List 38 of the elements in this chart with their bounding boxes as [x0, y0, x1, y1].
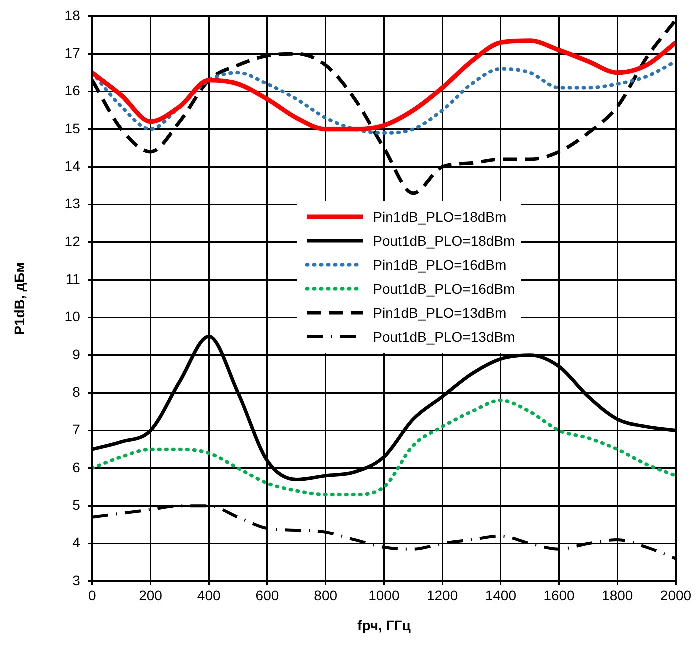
y-tick-label: 3 — [72, 572, 81, 588]
y-tick-label: 15 — [64, 120, 81, 136]
y-tick-label: 9 — [72, 346, 81, 362]
y-tick-label: 10 — [64, 308, 81, 325]
legend-label: Pout1dB_PLO=13dBm — [373, 328, 516, 345]
y-tick-label: 14 — [64, 158, 81, 174]
x-tick-label: 200 — [139, 588, 163, 604]
y-tick-label: 13 — [64, 196, 81, 212]
x-tick-label: 1600 — [544, 588, 576, 604]
x-tick-label: 1400 — [485, 588, 517, 604]
x-tick-label: 1000 — [368, 588, 400, 604]
x-axis-title: fрч, ГГц — [358, 617, 412, 634]
y-tick-label: 17 — [64, 44, 81, 61]
y-tick-label: 7 — [72, 422, 81, 438]
x-tick-label: 0 — [88, 588, 96, 604]
y-tick-label: 16 — [64, 82, 81, 99]
y-tick-label: 5 — [72, 496, 81, 513]
x-tick-label: 1800 — [602, 588, 634, 604]
y-axis-title: P1dB, дБм — [11, 262, 28, 336]
x-tick-label: 600 — [256, 588, 280, 604]
y-tick-label: 6 — [72, 459, 81, 476]
legend-label: Pout1dB_PLO=18dBm — [373, 232, 516, 249]
legend-label: Pin1dB_PLO=13dBm — [373, 304, 507, 321]
legend-label: Pin1dB_PLO=16dBm — [373, 256, 507, 273]
y-tick-label: 18 — [64, 7, 81, 24]
line-series — [92, 398, 676, 497]
x-tick-label: 2000 — [660, 588, 692, 604]
y-tick-label: 11 — [66, 270, 81, 287]
x-tick-label: 1200 — [426, 588, 458, 604]
line-series — [92, 60, 676, 135]
y-tick-label: 8 — [72, 384, 81, 400]
x-tick-label: 400 — [197, 588, 221, 604]
legend-label: Pout1dB_PLO=16dBm — [373, 280, 516, 297]
line-series — [92, 38, 676, 132]
y-tick-label: 4 — [72, 534, 81, 551]
legend-label: Pin1dB_PLO=18dBm — [373, 208, 507, 225]
x-tick-label: 800 — [314, 588, 338, 604]
y-tick-label: 12 — [64, 233, 81, 250]
